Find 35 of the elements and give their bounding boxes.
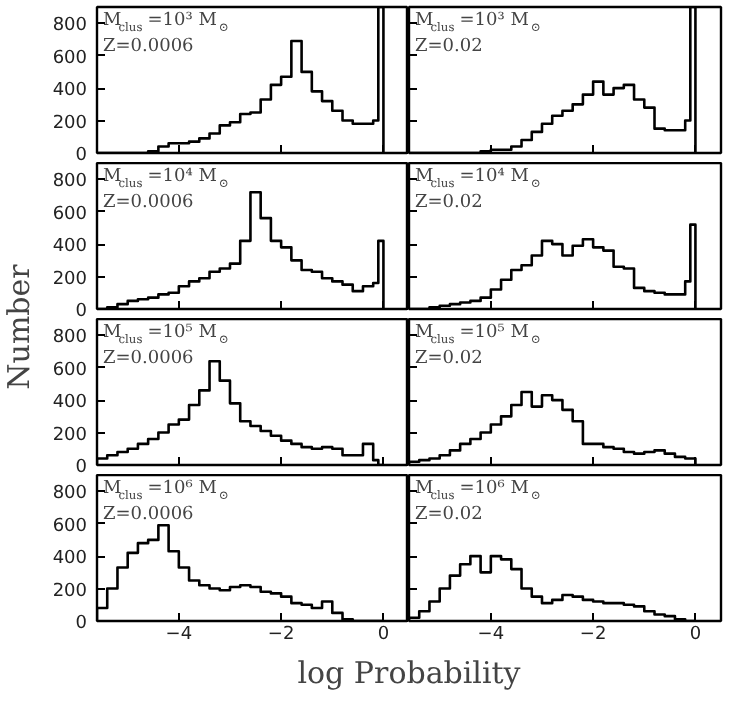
y-tick-label: 600 (52, 516, 88, 537)
annotation: Z=0.0006 (103, 37, 195, 57)
y-axis-title: Number (1, 262, 37, 390)
annotation: Z=0.02 (415, 37, 483, 57)
y-tick-label: 800 (52, 484, 88, 505)
x-tick-label: 0 (377, 625, 390, 645)
y-tick-label: 200 (52, 581, 88, 602)
annotation: Z=0.0006 (103, 505, 195, 525)
y-tick-label: 200 (52, 113, 88, 134)
y-tick-label: 600 (52, 360, 88, 381)
annotation: Z=0.02 (415, 505, 483, 525)
annotation: Z=0.0006 (103, 349, 195, 369)
y-tick-label: 400 (52, 81, 88, 102)
y-tick-label: 600 (52, 48, 88, 69)
x-tick-label: 0 (689, 625, 702, 645)
x-tick-label: −2 (579, 625, 607, 645)
annotation: Z=0.02 (415, 349, 483, 369)
x-tick-label: −4 (165, 625, 193, 645)
y-tick-label: 600 (52, 204, 88, 225)
y-tick-label: 200 (52, 425, 88, 446)
y-tick-label: 0 (75, 458, 88, 478)
y-tick-label: 0 (75, 146, 88, 166)
y-tick-label: 400 (52, 549, 88, 570)
y-tick-label: 0 (75, 302, 88, 322)
y-tick-label: 400 (52, 237, 88, 258)
y-tick-label: 800 (52, 16, 88, 37)
x-tick-label: −4 (477, 625, 505, 645)
y-tick-label: 200 (52, 269, 88, 290)
y-tick-label: 400 (52, 393, 88, 414)
y-tick-label: 800 (52, 328, 88, 349)
annotation: Z=0.02 (415, 193, 483, 213)
x-tick-label: −2 (267, 625, 295, 645)
x-axis-title: log Probability (297, 655, 522, 691)
annotation: Z=0.0006 (103, 193, 195, 213)
y-tick-label: 800 (52, 172, 88, 193)
